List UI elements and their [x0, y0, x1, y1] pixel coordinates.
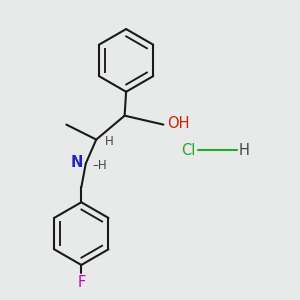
Text: –H: –H: [92, 159, 107, 172]
Text: H: H: [239, 142, 250, 158]
Text: N: N: [71, 155, 83, 170]
Text: F: F: [77, 275, 86, 290]
Text: H: H: [105, 134, 114, 148]
Text: OH: OH: [167, 116, 190, 131]
Text: Cl: Cl: [181, 142, 195, 158]
